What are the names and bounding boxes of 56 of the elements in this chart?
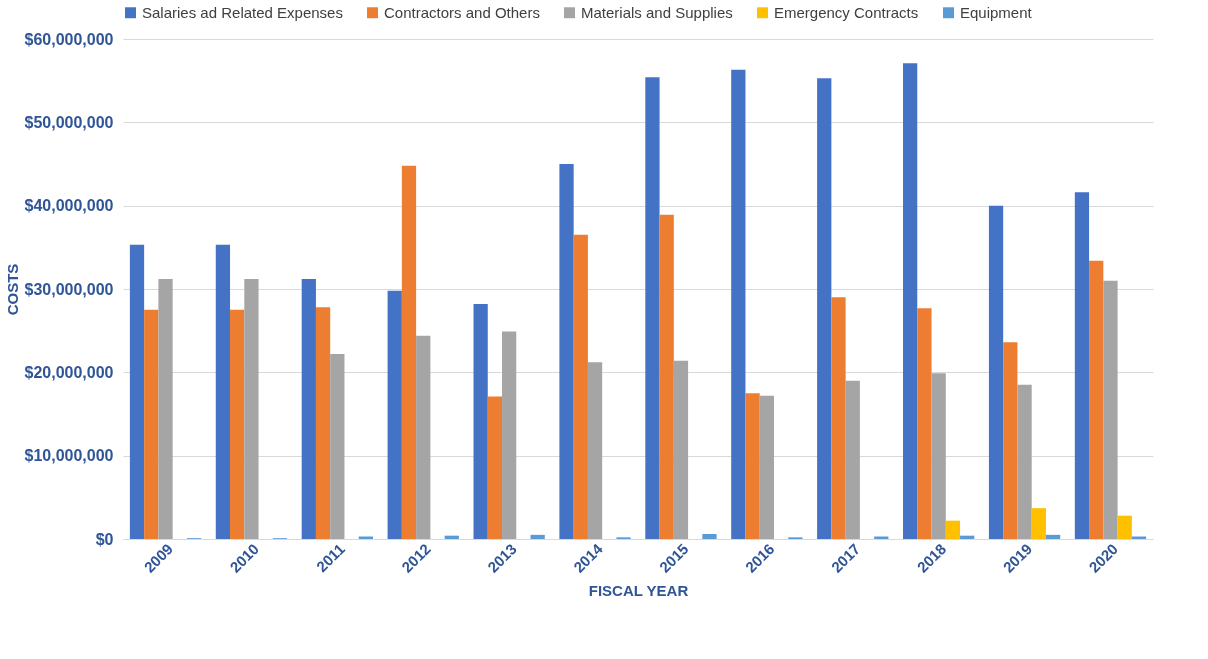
bar [587, 362, 603, 539]
bar [917, 308, 932, 539]
y-tick-label: $60,000,000 [24, 30, 114, 48]
bar [817, 78, 832, 539]
bar [387, 290, 402, 539]
legend-label: Materials and Supplies [581, 3, 733, 21]
bar [903, 63, 918, 539]
y-tick-label: $30,000,000 [24, 280, 114, 298]
bar [401, 165, 417, 539]
bar [230, 309, 245, 539]
bar [158, 279, 173, 539]
bar [1017, 384, 1032, 539]
bar [1003, 342, 1018, 539]
bar [745, 393, 760, 539]
legend-label: Equipment [960, 3, 1033, 21]
bar [416, 335, 431, 539]
bar [659, 214, 674, 539]
bar [530, 534, 545, 539]
bar [215, 244, 231, 539]
bar [330, 354, 345, 539]
bar [845, 380, 860, 539]
bar [144, 309, 159, 539]
bar [1117, 515, 1132, 539]
bar [645, 77, 660, 539]
bar [1103, 280, 1118, 539]
bar [1045, 534, 1061, 539]
y-tick-label: $20,000,000 [24, 363, 114, 381]
bar [673, 360, 689, 539]
y-tick-label: $0 [95, 530, 114, 548]
legend-label: Emergency Contracts [774, 3, 919, 21]
y-tick-label: $50,000,000 [24, 113, 114, 131]
bar [702, 534, 717, 539]
y-tick-label: $40,000,000 [24, 197, 114, 215]
bar [129, 244, 145, 539]
bar [559, 164, 574, 539]
bar [315, 307, 331, 539]
legend-label: Contractors and Others [384, 3, 540, 21]
bar [759, 395, 774, 539]
bar [988, 205, 1004, 539]
bar [473, 304, 488, 539]
bar [502, 331, 517, 539]
bar [1031, 508, 1046, 539]
bar [573, 234, 588, 539]
y-tick-label: $10,000,000 [24, 447, 114, 465]
bar [945, 520, 961, 539]
bar [1089, 260, 1104, 539]
bar [731, 69, 746, 539]
bar [1074, 192, 1090, 539]
bar [301, 279, 316, 539]
y-axis-title: COSTS [3, 263, 21, 316]
legend-label: Salaries ad Related Expenses [142, 3, 343, 21]
bar [487, 396, 503, 539]
bar [244, 279, 259, 539]
x-axis-title: FISCAL YEAR [588, 581, 689, 599]
bar [931, 373, 946, 539]
bar [831, 297, 846, 539]
